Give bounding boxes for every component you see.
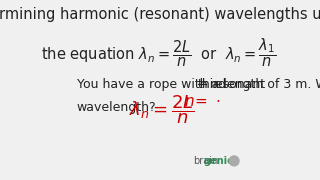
Text: resonant: resonant xyxy=(206,78,266,91)
Text: brain: brain xyxy=(193,156,219,166)
Text: genie: genie xyxy=(204,156,235,166)
Text: Determining harmonic (resonant) wavelengths using: Determining harmonic (resonant) waveleng… xyxy=(0,7,320,22)
Circle shape xyxy=(229,156,239,166)
Text: $n\!=\,\cdot$: $n\!=\,\cdot$ xyxy=(184,94,220,109)
Text: ?: ? xyxy=(231,156,237,166)
Text: wavelength?: wavelength? xyxy=(77,101,156,114)
Text: $\lambda_n = \dfrac{2L}{n}$: $\lambda_n = \dfrac{2L}{n}$ xyxy=(129,94,194,126)
Text: third: third xyxy=(197,78,227,91)
Text: You have a rope with a length of 3 m. What is the: You have a rope with a length of 3 m. Wh… xyxy=(77,78,320,91)
Text: the equation $\lambda_n = \dfrac{2L}{n}$  or  $\lambda_n = \dfrac{\lambda_1}{n}$: the equation $\lambda_n = \dfrac{2L}{n}$… xyxy=(41,37,276,69)
